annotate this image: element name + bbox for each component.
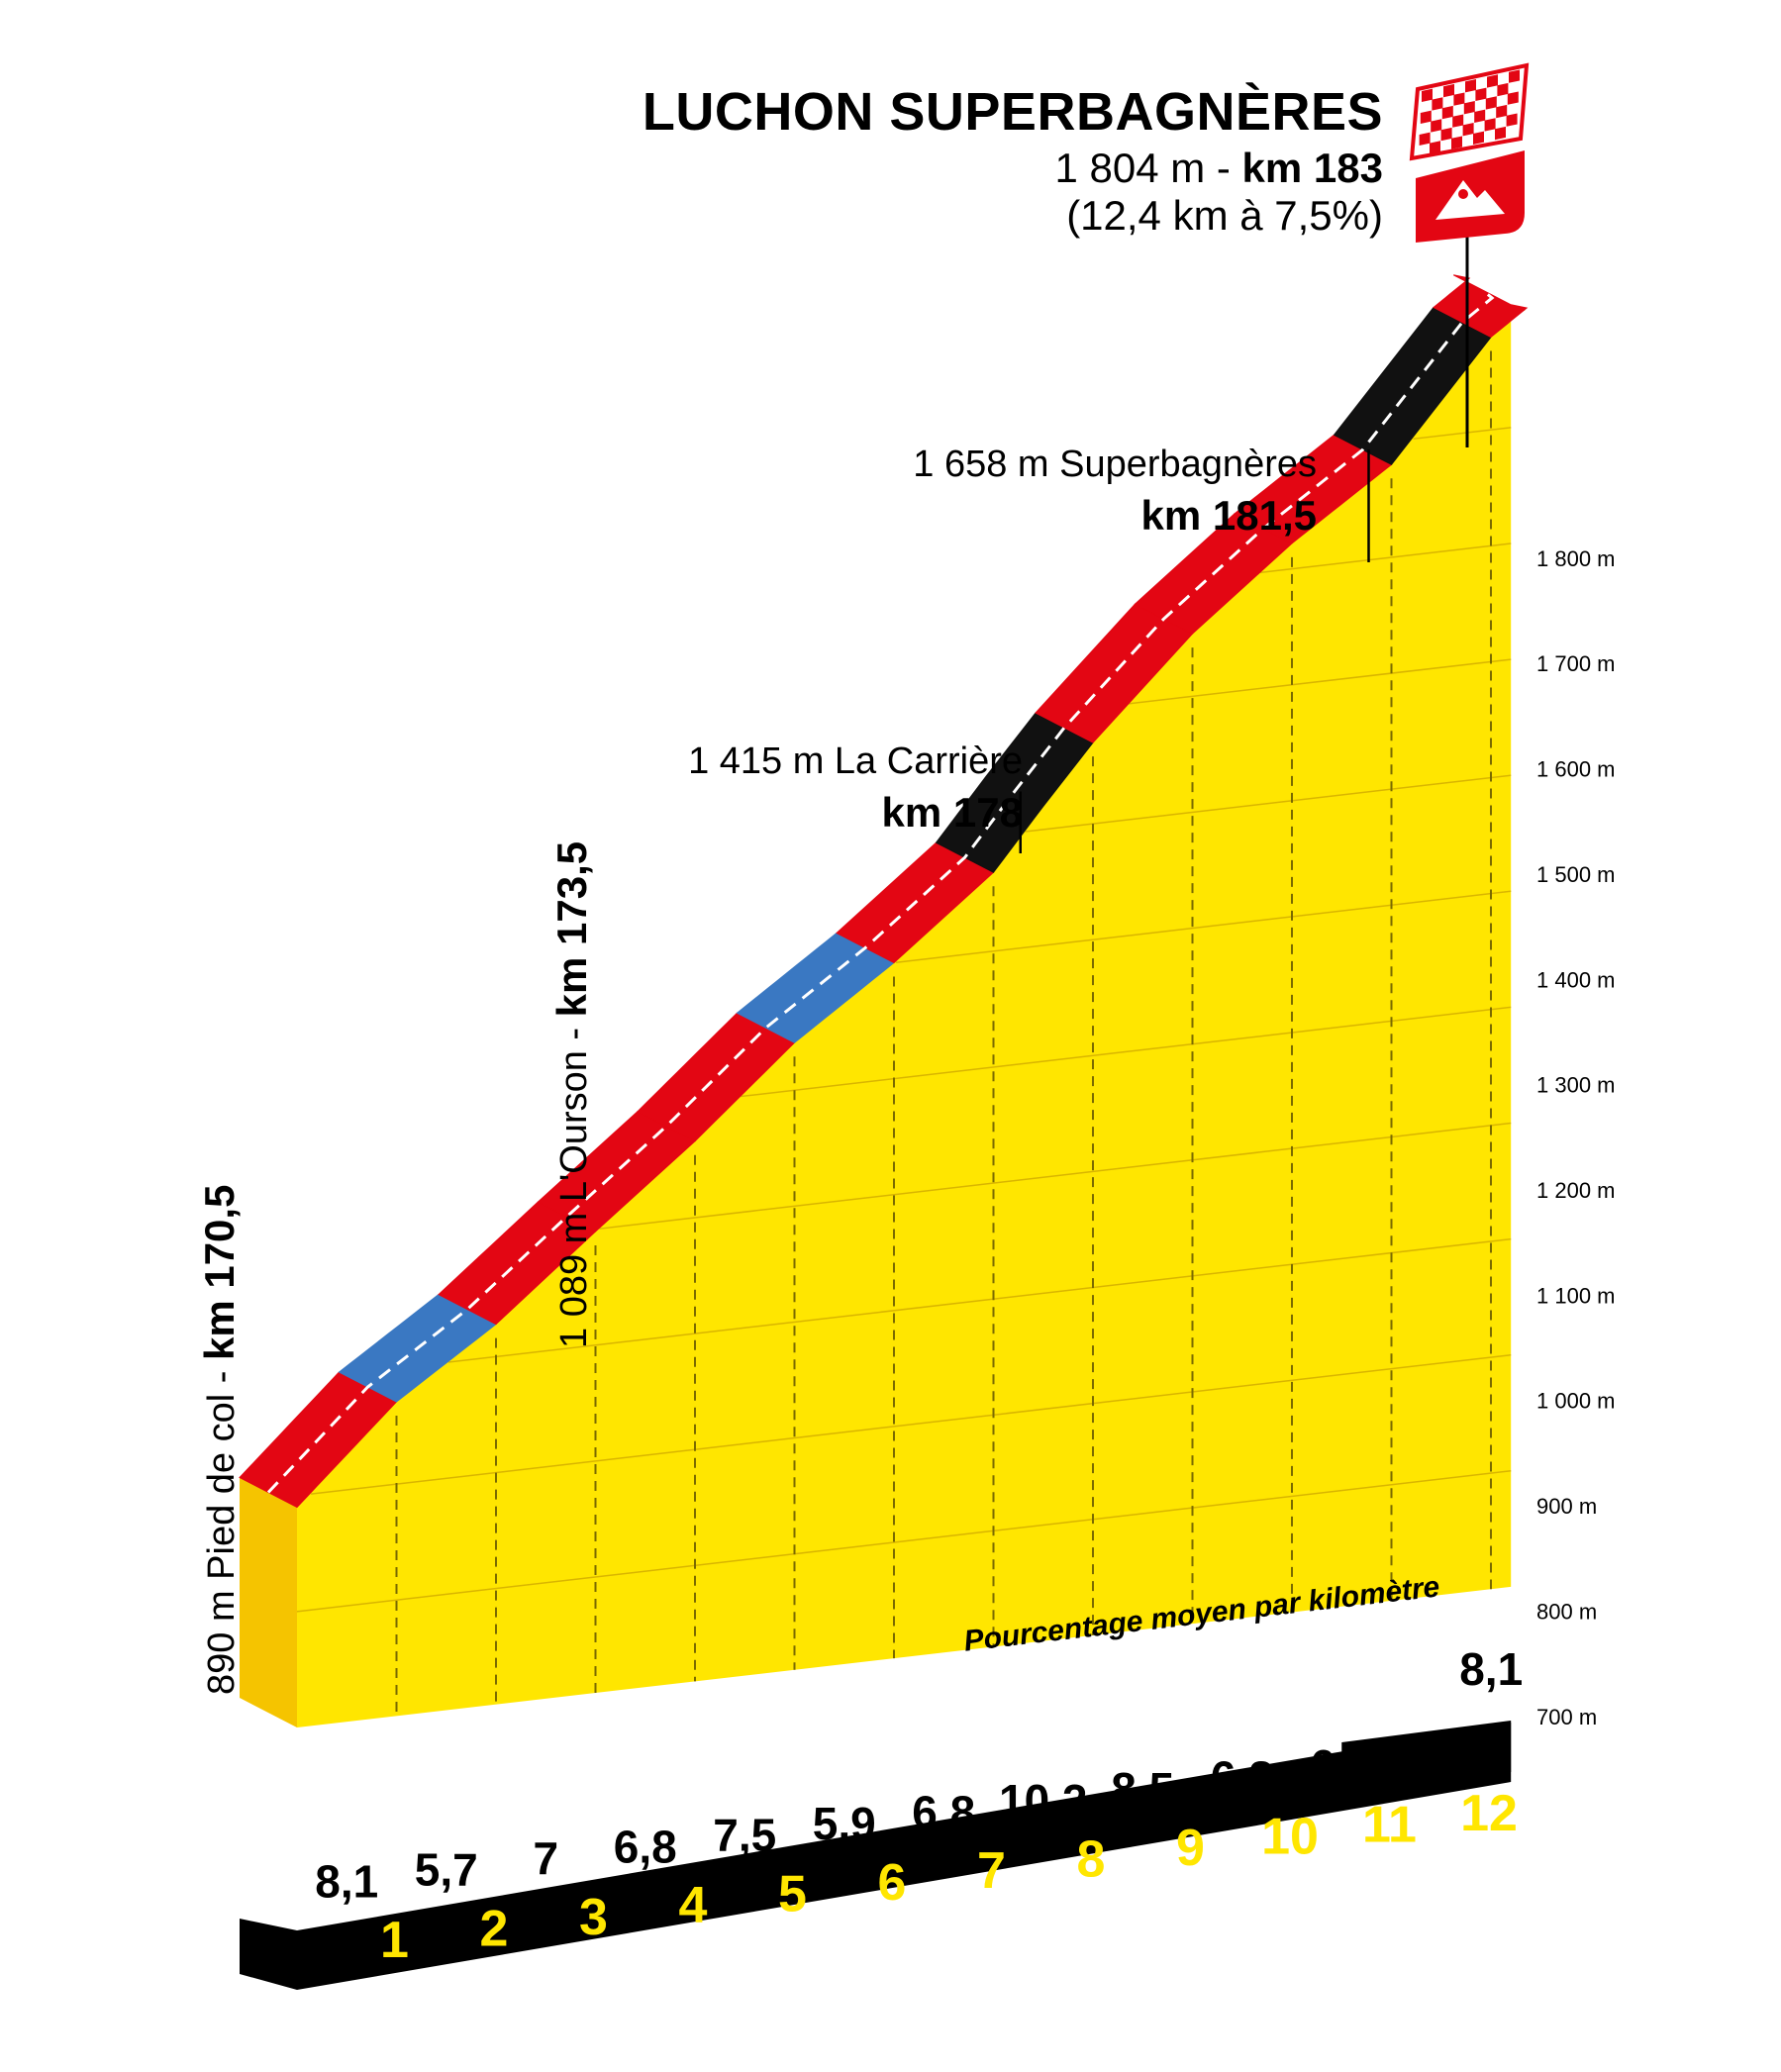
km-number-label: 9 [1176,1820,1205,1877]
km-number-label: 4 [679,1877,708,1934]
waypoint-ourson-label: 1 089 m L'Ourson - [553,1017,595,1348]
gradient-value-label: 5,7 [415,1844,478,1896]
ribbon-centre-line [266,288,1495,1494]
gradient-value-label: 6,8 [1211,1752,1274,1804]
grid-line-1300 [895,890,1512,964]
y-tick-label: 700 m [1536,1705,1597,1729]
gradient-value-label: 10,2 [999,1775,1088,1826]
km-number-label: 6 [878,1854,907,1912]
profile-front-face [297,304,1512,1727]
waypoint-superbagneres-km: km 181,5 [1140,492,1317,539]
y-tick-label: 800 m [1536,1599,1597,1624]
y-tick-label: 900 m [1536,1494,1597,1519]
finish-altitude: 1 804 m - [1054,145,1242,191]
waypoint-la-carriere-label: 1 415 m La Carrière [688,740,1023,782]
y-tick-label: 1 200 m [1536,1178,1616,1203]
waypoint-la-carriere: 1 415 m La Carrière km 178 [688,740,1023,837]
grid-line-1000 [447,1237,1512,1363]
altitude-axis: 700 m 800 m 900 m 1 000 m 1 100 m 1 200 m 1 30… [1536,546,1616,1729]
km-number-label: 11 [1362,1797,1417,1854]
y-tick-label: 1 700 m [1536,651,1616,676]
y-tick-label: 1 300 m [1536,1073,1616,1098]
gradient-segment-13 [1433,274,1529,339]
gradient-value-label: 8,5 [1111,1763,1174,1815]
y-tick-label: 1 400 m [1536,967,1616,992]
grid-line-1700 [1413,427,1512,441]
km-number-label: 3 [579,1889,608,1946]
grid-line-800 [296,1470,1512,1613]
km-number-label: 5 [778,1865,807,1923]
waypoint-superbagneres-label: 1 658 m Superbagnères [913,444,1317,485]
finish-grade: (12,4 km à 7,5%) [1066,192,1383,239]
km-base-tail [1341,1721,1512,1782]
grid-line-1200 [741,1006,1512,1098]
finish-info: 1 804 m - km 183 [1054,145,1383,192]
gradient-value-label: 8,1 [1459,1643,1523,1695]
km-number-label: 12 [1460,1785,1518,1842]
waypoint-superbagneres: 1 658 m Superbagnères km 181,5 [913,444,1317,540]
km-number-label: 10 [1261,1808,1319,1865]
grid-line-1400 [1025,774,1512,833]
waypoint-start: 890 m Pied de col - km 170,5 [196,1185,244,1695]
waypoint-start-km: km 170,5 [196,1184,243,1361]
waypoint-markers [1019,228,1469,853]
y-tick-label: 1 100 m [1536,1283,1616,1308]
gradient-value-label: 10 [1416,1728,1466,1780]
waypoint-ourson-km: km 173,5 [548,840,595,1018]
y-tick-label: 1 800 m [1536,546,1616,571]
gradient-value-label: 5,9 [813,1798,876,1849]
profile-side-face [240,1477,297,1727]
y-tick-label: 1 500 m [1536,862,1616,887]
y-tick-label: 1 600 m [1536,757,1616,782]
finish-title: LUCHON SUPERBAGNÈRES [642,82,1383,142]
finish-km: km 183 [1241,145,1383,191]
checkered-flag-icon [1409,62,1530,161]
gradient-value-label: 7,5 [713,1810,776,1861]
km-number-label: 2 [480,1900,509,1957]
km-base: 1 2 3 4 5 6 7 8 9 10 11 128,1 5,7 7 6,8 7,5 5,9 6,8 10,2 8,… [240,1570,1523,1990]
km-number-label: 7 [977,1842,1006,1900]
grid-line-900 [310,1353,1512,1495]
profile-body [240,304,1512,1727]
km-base-band [240,1723,1512,1990]
waypoint-ourson: 1 089 m L'Ourson - km 173,5 [548,841,596,1348]
grid [296,309,1526,1717]
grid-line-1600 [1259,543,1512,574]
km-number-label: 1 [380,1912,409,1969]
km-number-label: 8 [1077,1831,1106,1889]
waypoint-la-carriere-km: km 178 [881,789,1023,836]
y-tick-label: 1 000 m [1536,1389,1616,1414]
gradient-value-label: 6,8 [614,1821,677,1872]
grid-line-1100 [599,1122,1512,1230]
gradient-value-label: 8,1 [315,1855,378,1907]
mountain-summit-icon [1416,150,1525,243]
waypoint-start-label: 890 m Pied de col - [201,1360,243,1695]
gradient-value-label: 7 [533,1832,558,1884]
gradient-ribbon [239,274,1529,1509]
finish-icons [1409,62,1530,243]
grid-line-1500 [1129,658,1512,705]
gradient-value-label: 6,8 [912,1786,975,1837]
gradient-value-label: 6,3 [1310,1740,1373,1792]
